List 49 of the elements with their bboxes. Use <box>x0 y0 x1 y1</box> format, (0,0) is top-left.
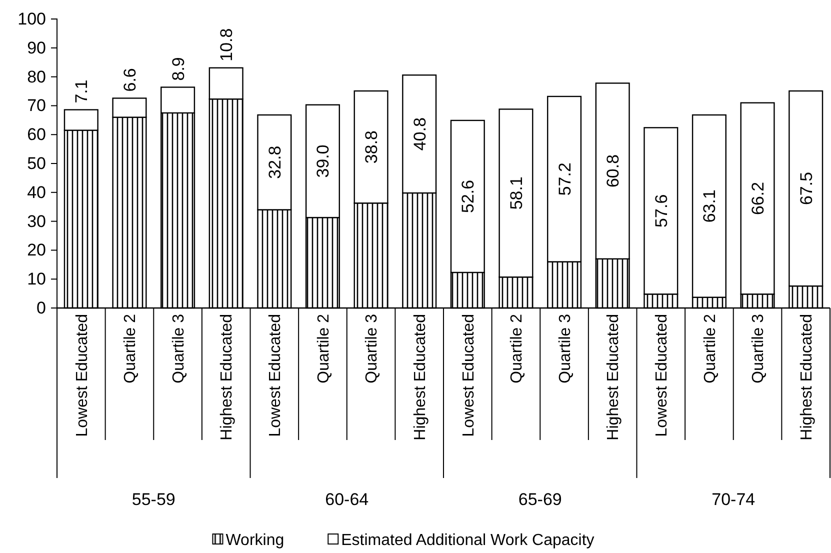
x-tick-label: Quartile 3 <box>750 314 768 384</box>
x-tick-label: Lowest Educated <box>267 314 284 437</box>
text: 60-64 <box>325 490 369 509</box>
data-label: 40.8 <box>410 117 430 151</box>
y-tick-label: 90 <box>27 38 46 58</box>
data-label: 60.8 <box>604 154 623 188</box>
text: 70-74 <box>712 490 756 509</box>
y-tick-label: 100 <box>18 9 46 28</box>
data-label: 32.8 <box>265 146 284 179</box>
data-label: 63.1 <box>700 190 720 223</box>
data-label: 57.2 <box>555 162 574 196</box>
data-label: 7.1 <box>72 80 92 104</box>
y-tick-label: 70 <box>27 96 46 116</box>
y-tick-label: 20 <box>27 240 46 260</box>
text: 55-59 <box>132 490 176 509</box>
data-label: 66.2 <box>748 182 768 216</box>
data-label: 6.6 <box>120 68 140 92</box>
text: 65-69 <box>518 490 562 509</box>
x-tick-label: Highest Educated <box>605 314 622 440</box>
x-tick-label: Highest Educated <box>798 314 816 440</box>
y-tick-label: 50 <box>27 154 46 173</box>
legend-label: Working <box>226 532 284 549</box>
y-tick-label: 40 <box>27 182 46 202</box>
data-label: 39.0 <box>314 144 333 178</box>
data-label: 58.1 <box>506 176 526 210</box>
x-tick-label: Lowest Educated <box>74 314 91 437</box>
y-tick-label: 30 <box>27 212 46 231</box>
data-label: 38.8 <box>362 130 382 164</box>
y-tick-label: 10 <box>27 270 46 289</box>
data-label: 52.6 <box>458 180 478 213</box>
data-label: 8.9 <box>168 57 188 81</box>
x-tick-label: Quartile 2 <box>315 314 332 384</box>
legend-label: Estimated Additional Work Capacity <box>341 532 594 549</box>
y-tick-label: 60 <box>27 125 46 144</box>
x-tick-label: Quartile 2 <box>702 314 719 384</box>
x-tick-label: Quartile 3 <box>364 314 381 384</box>
y-tick-label: 0 <box>36 298 46 318</box>
x-tick-label: Lowest Educated <box>460 314 478 437</box>
x-tick-label: Quartile 3 <box>170 314 188 384</box>
data-label: 57.6 <box>652 194 671 228</box>
x-tick-label: Highest Educated <box>218 314 236 440</box>
x-tick-label: Quartile 2 <box>508 314 526 384</box>
x-tick-label: Highest Educated <box>412 314 429 440</box>
x-tick-label: Quartile 2 <box>122 314 140 384</box>
data-label: 10.8 <box>217 28 236 62</box>
data-label: 67.5 <box>796 172 816 206</box>
x-tick-label: Lowest Educated <box>654 314 671 437</box>
y-tick-label: 80 <box>27 67 46 86</box>
x-tick-label: Quartile 3 <box>556 314 574 384</box>
